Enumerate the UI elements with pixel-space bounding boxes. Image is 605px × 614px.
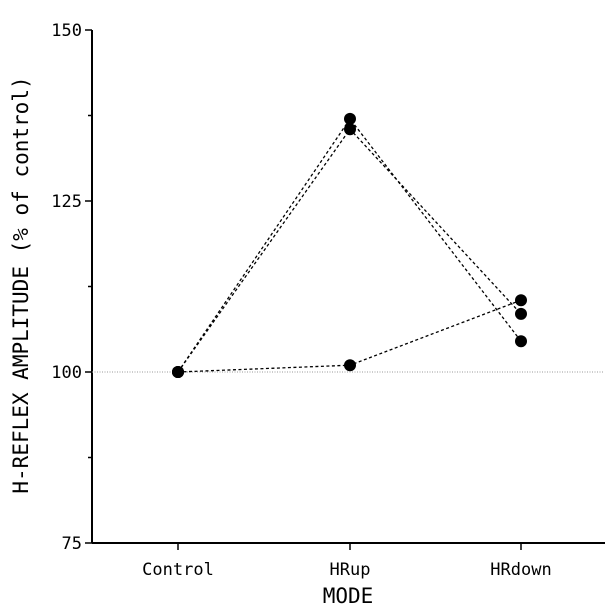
axes: [91, 30, 605, 544]
y-ticks: 75 100 125 150: [51, 21, 92, 554]
data-point: [172, 366, 184, 378]
data-point: [344, 112, 356, 125]
y-tick-label: 150: [51, 21, 82, 41]
data-point: [515, 335, 527, 348]
x-tick-label: HRdown: [490, 560, 551, 580]
series-lines: [177, 117, 522, 373]
x-ticks: Control HRup HRdown: [142, 543, 552, 580]
data-point: [344, 123, 356, 136]
data-points: [172, 112, 527, 378]
data-point: [515, 307, 527, 320]
data-point: [344, 359, 356, 372]
y-tick-label: 100: [51, 363, 82, 383]
y-tick-label: 75: [62, 534, 82, 554]
x-tick-label: Control: [142, 560, 214, 580]
x-axis-title: MODE: [323, 584, 374, 608]
series-line: [177, 117, 522, 373]
y-tick-label: 125: [51, 192, 82, 212]
series-line: [177, 128, 522, 373]
x-tick-label: HRup: [330, 560, 371, 580]
y-axis-title: H-REFLEX AMPLITUDE (% of control): [9, 76, 33, 493]
data-point: [515, 294, 527, 307]
